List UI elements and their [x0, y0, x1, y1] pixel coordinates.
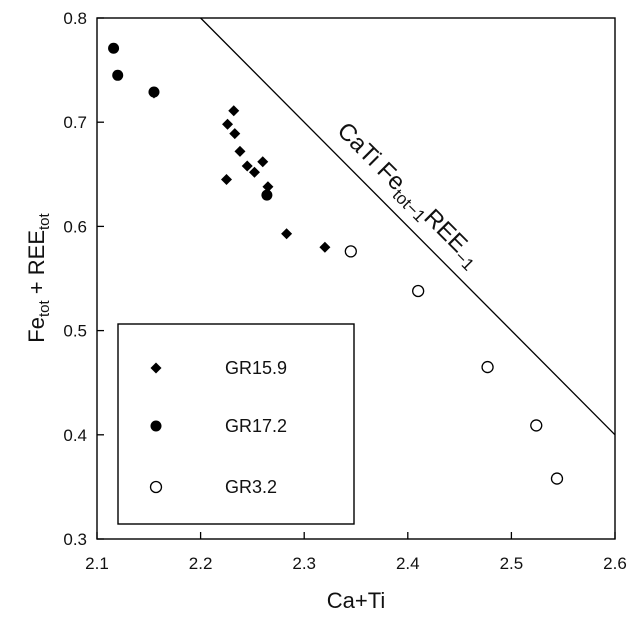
data-point — [481, 360, 494, 374]
y-tick-label: 0.6 — [63, 217, 87, 236]
data-point — [229, 128, 241, 140]
legend-label: GR3.2 — [225, 477, 277, 497]
data-point — [241, 160, 253, 172]
legend: GR15.9 GR17.2 GR3.2 — [117, 323, 355, 525]
data-point — [530, 419, 543, 432]
data-point — [222, 118, 234, 130]
legend-marker — [149, 480, 163, 494]
data-point — [319, 241, 331, 253]
reference-line — [200, 17, 616, 436]
reference-line-group — [200, 17, 616, 436]
y-axis-title-ree: + REE — [24, 230, 49, 300]
plot-frame — [96, 17, 616, 540]
legend-label: GR17.2 — [225, 416, 287, 436]
data-point — [221, 174, 232, 186]
data-point — [112, 69, 124, 81]
data-point — [148, 86, 160, 98]
data-point — [344, 245, 357, 258]
x-tick-label: 2.2 — [189, 554, 213, 573]
data-point — [248, 166, 260, 178]
data-points — [108, 42, 564, 485]
y-tick-label: 0.4 — [63, 426, 87, 445]
legend-items: GR15.9 GR17.2 GR3.2 — [149, 358, 287, 497]
x-tick-label: 2.6 — [603, 554, 627, 573]
x-axis-title: Ca+Ti — [327, 588, 385, 613]
x-tick-label: 2.1 — [85, 554, 109, 573]
data-point — [228, 105, 240, 117]
y-axis-title-sub-tot-2: tot — [36, 212, 53, 230]
data-point — [262, 181, 274, 193]
data-point — [234, 145, 246, 157]
y-tick-label: 0.3 — [63, 530, 87, 549]
data-point — [257, 156, 269, 168]
x-tick-label: 2.5 — [500, 554, 524, 573]
data-point — [108, 42, 120, 54]
x-tick-label: 2.4 — [396, 554, 420, 573]
y-axis-title-fe: Fe — [24, 317, 49, 343]
ref-label-cati-fe: CaTi Fe — [332, 117, 411, 196]
data-point — [261, 189, 273, 201]
axis-ticks: 2.1 2.2 2.3 2.4 2.5 2.6 0.3 0.4 0.5 0.6 0.7 0.8 — [63, 9, 626, 573]
data-point — [550, 472, 564, 485]
data-point — [412, 284, 425, 298]
legend-marker — [150, 420, 162, 432]
data-point — [281, 228, 293, 240]
y-axis-title-sub-tot: tot — [36, 299, 53, 317]
y-tick-label: 0.5 — [63, 322, 87, 341]
y-tick-label: 0.8 — [63, 9, 87, 28]
legend-marker — [150, 362, 162, 374]
legend-label: GR15.9 — [225, 358, 287, 378]
x-tick-label: 2.3 — [292, 554, 316, 573]
y-axis-title: Fetot + REEtot — [24, 212, 53, 342]
y-tick-label: 0.7 — [63, 113, 87, 132]
